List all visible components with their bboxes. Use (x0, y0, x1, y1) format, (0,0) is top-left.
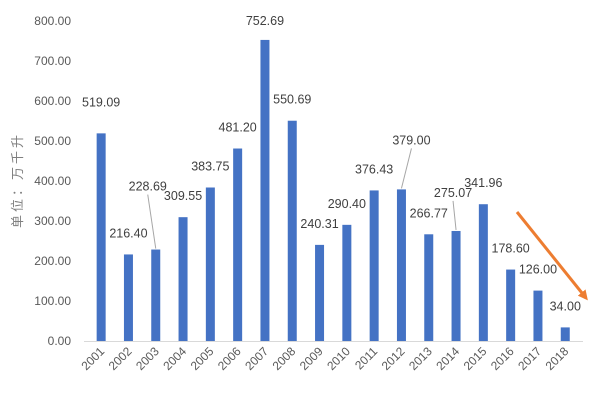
bars (96, 39, 570, 341)
bar (369, 190, 379, 341)
data-label: 178.60 (492, 242, 530, 256)
x-tick-label: 2009 (297, 344, 326, 373)
data-label: 34.00 (550, 299, 581, 313)
x-tick-label: 2013 (406, 344, 435, 373)
x-tick-label: 2008 (270, 344, 299, 373)
data-label: 341.96 (464, 176, 502, 190)
bar (451, 230, 461, 341)
leader-line (147, 194, 157, 249)
data-label: 376.43 (355, 162, 393, 176)
y-tick-label: 0.00 (48, 334, 72, 348)
y-tick-label: 400.00 (34, 174, 71, 188)
x-tick-label: 2014 (433, 344, 462, 373)
data-label: 379.00 (392, 133, 430, 147)
leader-lines (147, 148, 457, 249)
x-tick-label: 2015 (461, 344, 490, 373)
y-tick-label: 200.00 (34, 254, 71, 268)
y-tick-label: 800.00 (34, 14, 71, 28)
bar (424, 234, 434, 341)
x-tick-label: 2002 (106, 344, 135, 373)
data-label: 383.75 (191, 160, 229, 174)
bar (560, 327, 570, 341)
data-label: 481.20 (219, 121, 257, 135)
data-label: 519.09 (82, 95, 120, 109)
bar (123, 254, 133, 341)
x-tick-label: 2005 (188, 344, 217, 373)
x-tick-label: 2004 (160, 344, 189, 373)
x-tick-label: 2001 (78, 344, 107, 373)
data-label: 309.55 (164, 189, 202, 203)
data-label: 126.00 (519, 263, 557, 277)
leader-line (452, 200, 457, 231)
x-tick-label: 2006 (215, 344, 244, 373)
data-label: 228.69 (129, 180, 167, 194)
bar (151, 249, 161, 341)
y-tick-label: 300.00 (34, 214, 71, 228)
data-label: 550.69 (273, 93, 311, 107)
x-tick-label: 2003 (133, 344, 162, 373)
x-tick-label: 2017 (515, 344, 544, 373)
bar (315, 244, 325, 341)
y-tick-label: 100.00 (34, 294, 71, 308)
x-tick-label: 2016 (488, 344, 517, 373)
x-tick-label: 2010 (324, 344, 353, 373)
bar (205, 187, 215, 341)
bar (533, 290, 543, 341)
bar (96, 133, 106, 341)
data-label: 216.40 (109, 226, 147, 240)
downward-trend-arrow (515, 211, 588, 301)
bar (260, 39, 270, 341)
bar (287, 120, 297, 341)
data-label: 752.69 (246, 14, 284, 28)
y-axis-ticks: 0.00 100.00 200.00 300.00 400.00 500.00 600.00… (34, 14, 71, 348)
x-tick-label: 2011 (352, 344, 380, 372)
y-axis-title: 单位：万千升 (11, 132, 26, 228)
x-tick-label: 2012 (379, 344, 408, 373)
data-label: 275.07 (434, 186, 472, 200)
y-tick-label: 700.00 (34, 54, 71, 68)
y-tick-label: 500.00 (34, 134, 71, 148)
x-tick-label: 2018 (543, 344, 572, 373)
bar (342, 224, 352, 341)
leader-line (400, 148, 412, 189)
x-tick-label: 2007 (242, 344, 271, 373)
data-label: 290.40 (328, 197, 366, 211)
data-label: 266.77 (410, 206, 448, 220)
bar (396, 189, 406, 341)
y-tick-label: 600.00 (34, 94, 71, 108)
bar (178, 217, 188, 341)
data-label: 240.31 (300, 217, 338, 231)
bar (506, 269, 516, 341)
bar (478, 204, 488, 341)
x-axis-ticks: 2001200220032004200520062007200820092010… (78, 344, 571, 373)
bar (233, 148, 243, 341)
